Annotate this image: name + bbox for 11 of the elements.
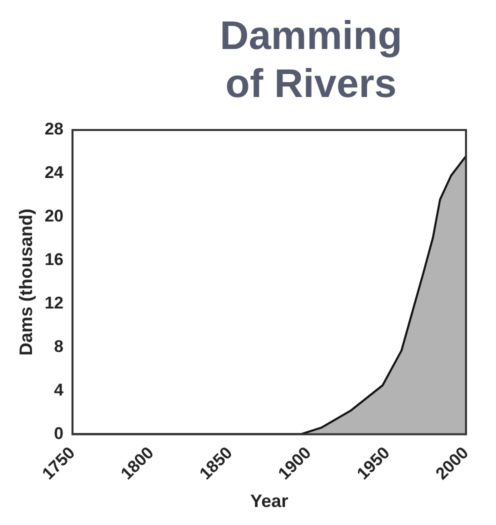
y-tick-label: 28 [44,120,64,139]
y-axis-title: Dams (thousand) [16,208,36,356]
y-tick-label: 12 [44,294,64,313]
y-tick-label: 24 [44,163,64,182]
y-tick-label: 0 [54,424,64,443]
y-tick-label: 20 [44,206,64,226]
x-axis-title: Year [250,491,288,512]
chart-title: Damming of Rivers [218,13,404,108]
y-tick-label: 16 [44,250,64,270]
y-tick-label: 4 [54,380,64,400]
y-tick-label: 8 [54,336,64,356]
